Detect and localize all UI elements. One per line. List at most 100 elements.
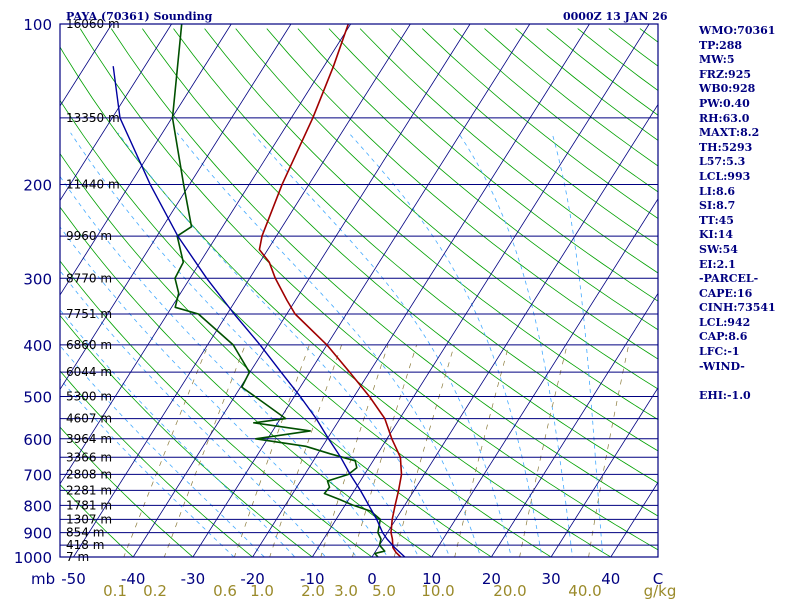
temperature-tick-label: -20	[240, 570, 265, 588]
mixing-ratio-line	[123, 344, 209, 557]
index-line: LI:8.6	[699, 184, 736, 198]
dry-adiabat	[60, 484, 134, 557]
mixing-ratio-label: 10.0	[421, 582, 454, 600]
mixing-ratio-label: 2.0	[301, 582, 325, 600]
mixing-ratio-line	[234, 344, 310, 557]
isotherm	[60, 24, 351, 485]
pressure-tick-label: 200	[23, 176, 52, 194]
index-line: WMO:70361	[699, 24, 776, 37]
parcel-path	[112, 66, 406, 557]
height-label: 13350 m	[66, 111, 120, 125]
isotherm	[252, 24, 590, 557]
mixing-ratio-label: 1.0	[250, 582, 274, 600]
dry-adiabat	[359, 28, 658, 274]
temperature-tick-label: -40	[121, 570, 146, 588]
index-line: L57:5.3	[699, 155, 746, 169]
mixing-ratio-line	[269, 344, 342, 557]
height-label: 2808 m	[66, 467, 112, 481]
height-label: 7751 m	[66, 307, 112, 321]
moist-adiabat	[252, 132, 512, 557]
temperature-tick-label: 0	[367, 570, 377, 588]
dry-adiabat	[60, 260, 373, 557]
mixing-ratio-label: 0.2	[143, 582, 167, 600]
dry-adiabat	[266, 28, 658, 360]
height-label: 4607 m	[66, 412, 112, 426]
isotherm	[60, 24, 172, 202]
moist-adiabat	[348, 132, 543, 557]
mixing-ratio-line	[454, 344, 510, 557]
isotherm	[73, 24, 411, 557]
index-line: CAP:8.6	[699, 330, 748, 344]
dry-adiabat	[110, 28, 658, 517]
index-line: SW:54	[699, 242, 738, 256]
height-label: 11440 m	[66, 177, 120, 191]
index-line: LFC:-1	[699, 345, 740, 359]
dry-adiabat	[235, 28, 658, 390]
height-label: 9960 m	[66, 229, 112, 243]
mixing-ratio-line	[320, 344, 389, 557]
height-label: 5300 m	[66, 390, 112, 404]
height-label: 6044 m	[66, 365, 112, 379]
isotherm	[550, 387, 658, 557]
mixing-ratio-label: 40.0	[568, 582, 601, 600]
pressure-tick-label: 300	[23, 270, 52, 288]
index-line: TP:288	[699, 38, 743, 52]
mixing-ratio-label: 3.0	[334, 582, 358, 600]
pressure-tick-label: 400	[23, 337, 52, 355]
pressure-tick-label: 500	[23, 389, 52, 407]
index-line: KI:14	[699, 228, 734, 242]
index-line: RH:63.0	[699, 111, 750, 125]
station-title: PAYA (70361) Sounding	[66, 10, 213, 23]
dry-adiabat	[60, 99, 552, 557]
isotherm	[192, 24, 531, 557]
isotherm	[132, 24, 471, 557]
pressure-tick-label: 900	[23, 525, 52, 543]
temperature-tick-label: -50	[61, 570, 86, 588]
index-line: WB0:928	[699, 82, 756, 96]
isotherm	[431, 198, 658, 557]
mixing-ratio-line	[163, 344, 246, 557]
mixing-ratio-line	[393, 344, 455, 557]
dry-adiabat	[328, 28, 658, 302]
index-line: FRZ:925	[699, 67, 752, 81]
height-label: 3964 m	[66, 432, 112, 446]
mixing-ratio-label: 0.6	[213, 582, 237, 600]
moist-adiabat	[70, 132, 420, 557]
height-label: 1781 m	[66, 498, 112, 512]
temperature-tick-label: 20	[482, 570, 501, 588]
temperature-profile	[258, 24, 403, 557]
pressure-tick-label: 100	[23, 16, 52, 34]
temperature-tick-label: 10	[422, 570, 441, 588]
dewpoint-profile	[171, 24, 386, 557]
mixing-ratio-label: 20.0	[493, 582, 526, 600]
index-line: EI:2.1	[699, 257, 736, 271]
height-label: 418 m	[66, 538, 104, 552]
dry-adiabat	[60, 426, 194, 557]
dry-adiabat	[60, 206, 433, 557]
isotherm	[371, 103, 658, 557]
moist-adiabat	[551, 132, 604, 557]
dry-adiabat	[60, 314, 313, 557]
index-line: TT:45	[699, 213, 734, 227]
moist-adiabat	[60, 226, 358, 557]
mixing-ratio-line	[519, 344, 568, 557]
dry-adiabat	[173, 28, 658, 452]
index-line: CINH:73541	[699, 301, 776, 315]
temperature-unit-label: C	[653, 570, 663, 588]
sounding-time: 0000Z 13 JAN 26	[563, 10, 668, 23]
isotherm	[60, 24, 292, 391]
index-line: SI:8.7	[699, 199, 736, 213]
plot-area	[60, 24, 658, 557]
index-line: CAPE:16	[699, 286, 753, 300]
index-line	[699, 374, 799, 389]
moist-adiabat	[60, 270, 327, 557]
pressure-unit-label: mb	[31, 570, 55, 588]
height-label: 3366 m	[66, 450, 112, 464]
moist-adiabat	[176, 132, 482, 557]
isotherm	[60, 24, 232, 296]
index-line: MAXT:8.2	[699, 126, 760, 140]
height-label: 1307 m	[66, 512, 112, 526]
temperature-tick-label: 30	[542, 570, 561, 588]
mixing-ratio-label: 5.0	[372, 582, 396, 600]
